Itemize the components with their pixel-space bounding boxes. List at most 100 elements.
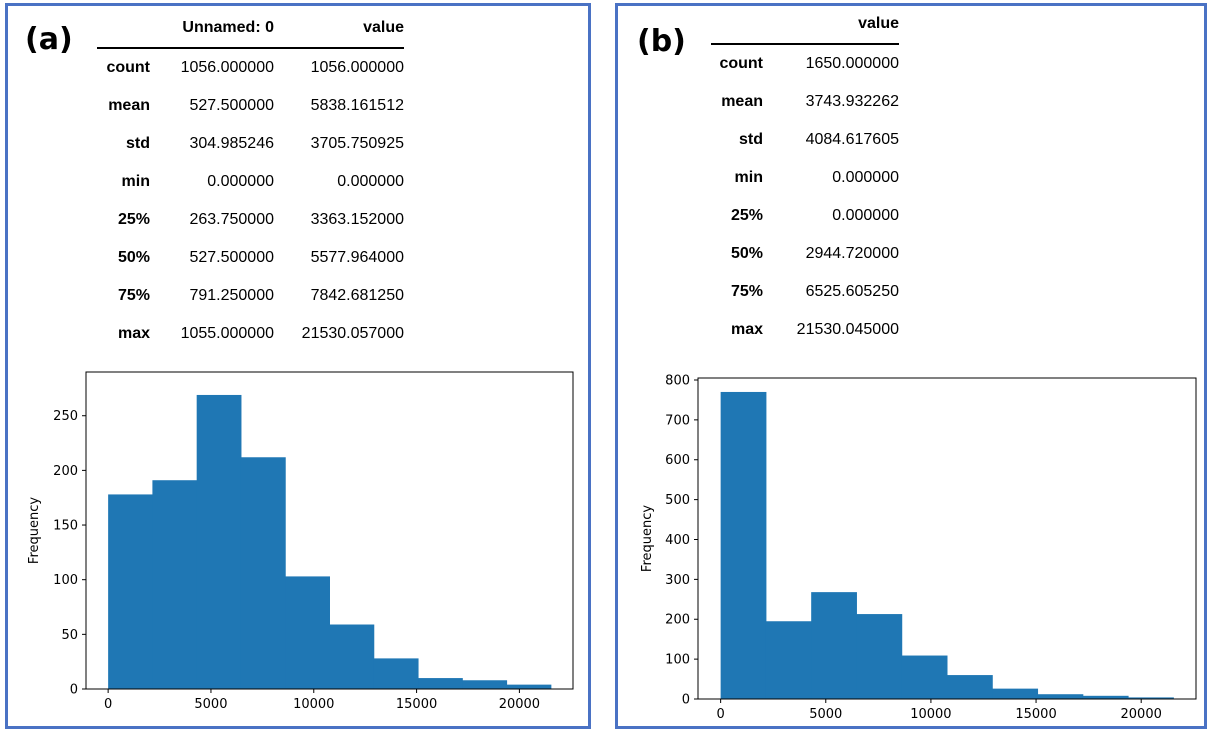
- table-row: mean 3743.932262: [711, 83, 899, 121]
- table-row: 75% 791.250000 7842.681250: [97, 277, 404, 315]
- table-row: 75% 6525.605250: [711, 273, 899, 311]
- table-cell: 0.000000: [337, 173, 404, 190]
- y-tick-label: 0: [70, 683, 78, 698]
- table-corner: [97, 9, 156, 49]
- table-row: 25% 0.000000: [711, 197, 899, 235]
- table-cell: 5838.161512: [310, 97, 404, 114]
- table-cell: 304.985246: [189, 135, 274, 152]
- x-tick-label: 15000: [1015, 707, 1056, 722]
- table-cell: 0.000000: [207, 173, 274, 190]
- table-row: min 0.000000: [711, 159, 899, 197]
- table-cell: 1650.000000: [805, 55, 899, 72]
- column-header: value: [274, 9, 404, 49]
- table-cell: 527.500000: [189, 249, 274, 266]
- histogram-bar: [108, 494, 153, 689]
- y-tick-label: 150: [53, 519, 78, 534]
- panel-b: (b) value count 1650.000000 mean 3743.9322…: [615, 3, 1207, 729]
- table-cell: 21530.045000: [796, 321, 899, 338]
- table-row: count 1650.000000: [711, 44, 899, 83]
- row-label: mean: [721, 93, 763, 110]
- x-tick-label: 10000: [293, 697, 334, 712]
- row-label: 25%: [117, 211, 150, 228]
- plot-frame: [697, 377, 1197, 700]
- histogram-bar: [1128, 697, 1174, 699]
- histogram-bar: [765, 621, 812, 699]
- y-tick-label: 500: [665, 493, 690, 508]
- panel-a: (a) Unnamed: 0 value count 1056.000000 105…: [5, 3, 591, 729]
- table-cell: 263.750000: [189, 211, 274, 228]
- row-label: count: [719, 55, 763, 72]
- describe-table-a: Unnamed: 0 value count 1056.000000 1056.00…: [97, 9, 404, 353]
- y-tick-label: 300: [665, 573, 690, 588]
- histogram-bar: [720, 391, 767, 699]
- table-cell: 527.500000: [189, 97, 274, 114]
- column-header: value: [769, 5, 899, 45]
- y-axis-label: Frequency: [640, 505, 655, 572]
- table-row: 50% 527.500000 5577.964000: [97, 239, 404, 277]
- panel-label-a: (a): [25, 22, 73, 57]
- table-header-row: Unnamed: 0 value: [97, 9, 404, 49]
- y-tick-label: 700: [665, 413, 690, 428]
- row-label: min: [121, 173, 150, 190]
- table-cell: 2944.720000: [805, 245, 899, 262]
- table-row: mean 527.500000 5838.161512: [97, 87, 404, 125]
- y-tick-label: 100: [53, 573, 78, 588]
- y-tick-label: 200: [665, 613, 690, 628]
- y-tick-label: 50: [61, 628, 78, 643]
- table-row: 25% 263.750000 3363.152000: [97, 201, 404, 239]
- histogram-bar: [329, 624, 375, 689]
- table-cell: 1055.000000: [180, 325, 274, 342]
- table-cell: 0.000000: [832, 207, 899, 224]
- table-row: count 1056.000000 1056.000000: [97, 48, 404, 87]
- histogram-bar: [240, 457, 286, 689]
- table-row: std 4084.617605: [711, 121, 899, 159]
- histogram-bar: [462, 680, 508, 689]
- table-cell: 4084.617605: [805, 131, 899, 148]
- histogram-bar: [152, 480, 198, 689]
- x-tick-label: 5000: [194, 697, 227, 712]
- table-cell: 5577.964000: [310, 249, 404, 266]
- histogram-bar: [506, 684, 552, 689]
- histogram-bar: [373, 658, 419, 689]
- table-cell: 3363.152000: [310, 211, 404, 228]
- x-tick-label: 0: [104, 697, 112, 712]
- table-cell: 21530.057000: [301, 325, 404, 342]
- table-cell: 791.250000: [189, 287, 274, 304]
- histogram-bar: [285, 576, 330, 689]
- histogram-bar: [992, 688, 1039, 699]
- table-cell: 1056.000000: [310, 59, 404, 76]
- table-cell: 1056.000000: [180, 59, 274, 76]
- y-tick-label: 200: [53, 464, 78, 479]
- row-label: min: [734, 169, 763, 186]
- column-header: Unnamed: 0: [156, 9, 274, 49]
- histogram-bar: [856, 614, 903, 699]
- y-tick-label: 600: [665, 453, 690, 468]
- y-tick-label: 250: [53, 409, 78, 424]
- x-tick-label: 10000: [910, 707, 951, 722]
- plot-frame: [85, 371, 574, 690]
- row-label: mean: [108, 97, 150, 114]
- table-row: max 21530.045000: [711, 311, 899, 349]
- row-label: std: [126, 135, 150, 152]
- table-row: std 304.985246 3705.750925: [97, 125, 404, 163]
- histogram-bar: [418, 678, 463, 689]
- histogram-bar: [901, 655, 948, 699]
- row-label: max: [117, 325, 150, 342]
- row-label: 25%: [730, 207, 763, 224]
- table-cell: 3743.932262: [805, 93, 899, 110]
- histogram-a: 0 5000 10000 15000 20000 0 50 100 150 200 250 Frequ…: [27, 371, 574, 712]
- table-corner: [711, 5, 769, 45]
- histogram-bar: [811, 592, 857, 699]
- y-tick-label: 0: [682, 693, 690, 708]
- x-tick-label: 15000: [396, 697, 437, 712]
- x-tick-label: 20000: [1121, 707, 1162, 722]
- x-tick-label: 5000: [809, 707, 842, 722]
- row-label: 75%: [117, 287, 150, 304]
- histogram-bar: [947, 675, 993, 699]
- table-row: min 0.000000 0.000000: [97, 163, 404, 201]
- row-label: 50%: [730, 245, 763, 262]
- x-tick-label: 0: [716, 707, 724, 722]
- y-tick-label: 100: [665, 653, 690, 668]
- table-cell: 7842.681250: [310, 287, 404, 304]
- panel-label-b: (b): [637, 24, 686, 59]
